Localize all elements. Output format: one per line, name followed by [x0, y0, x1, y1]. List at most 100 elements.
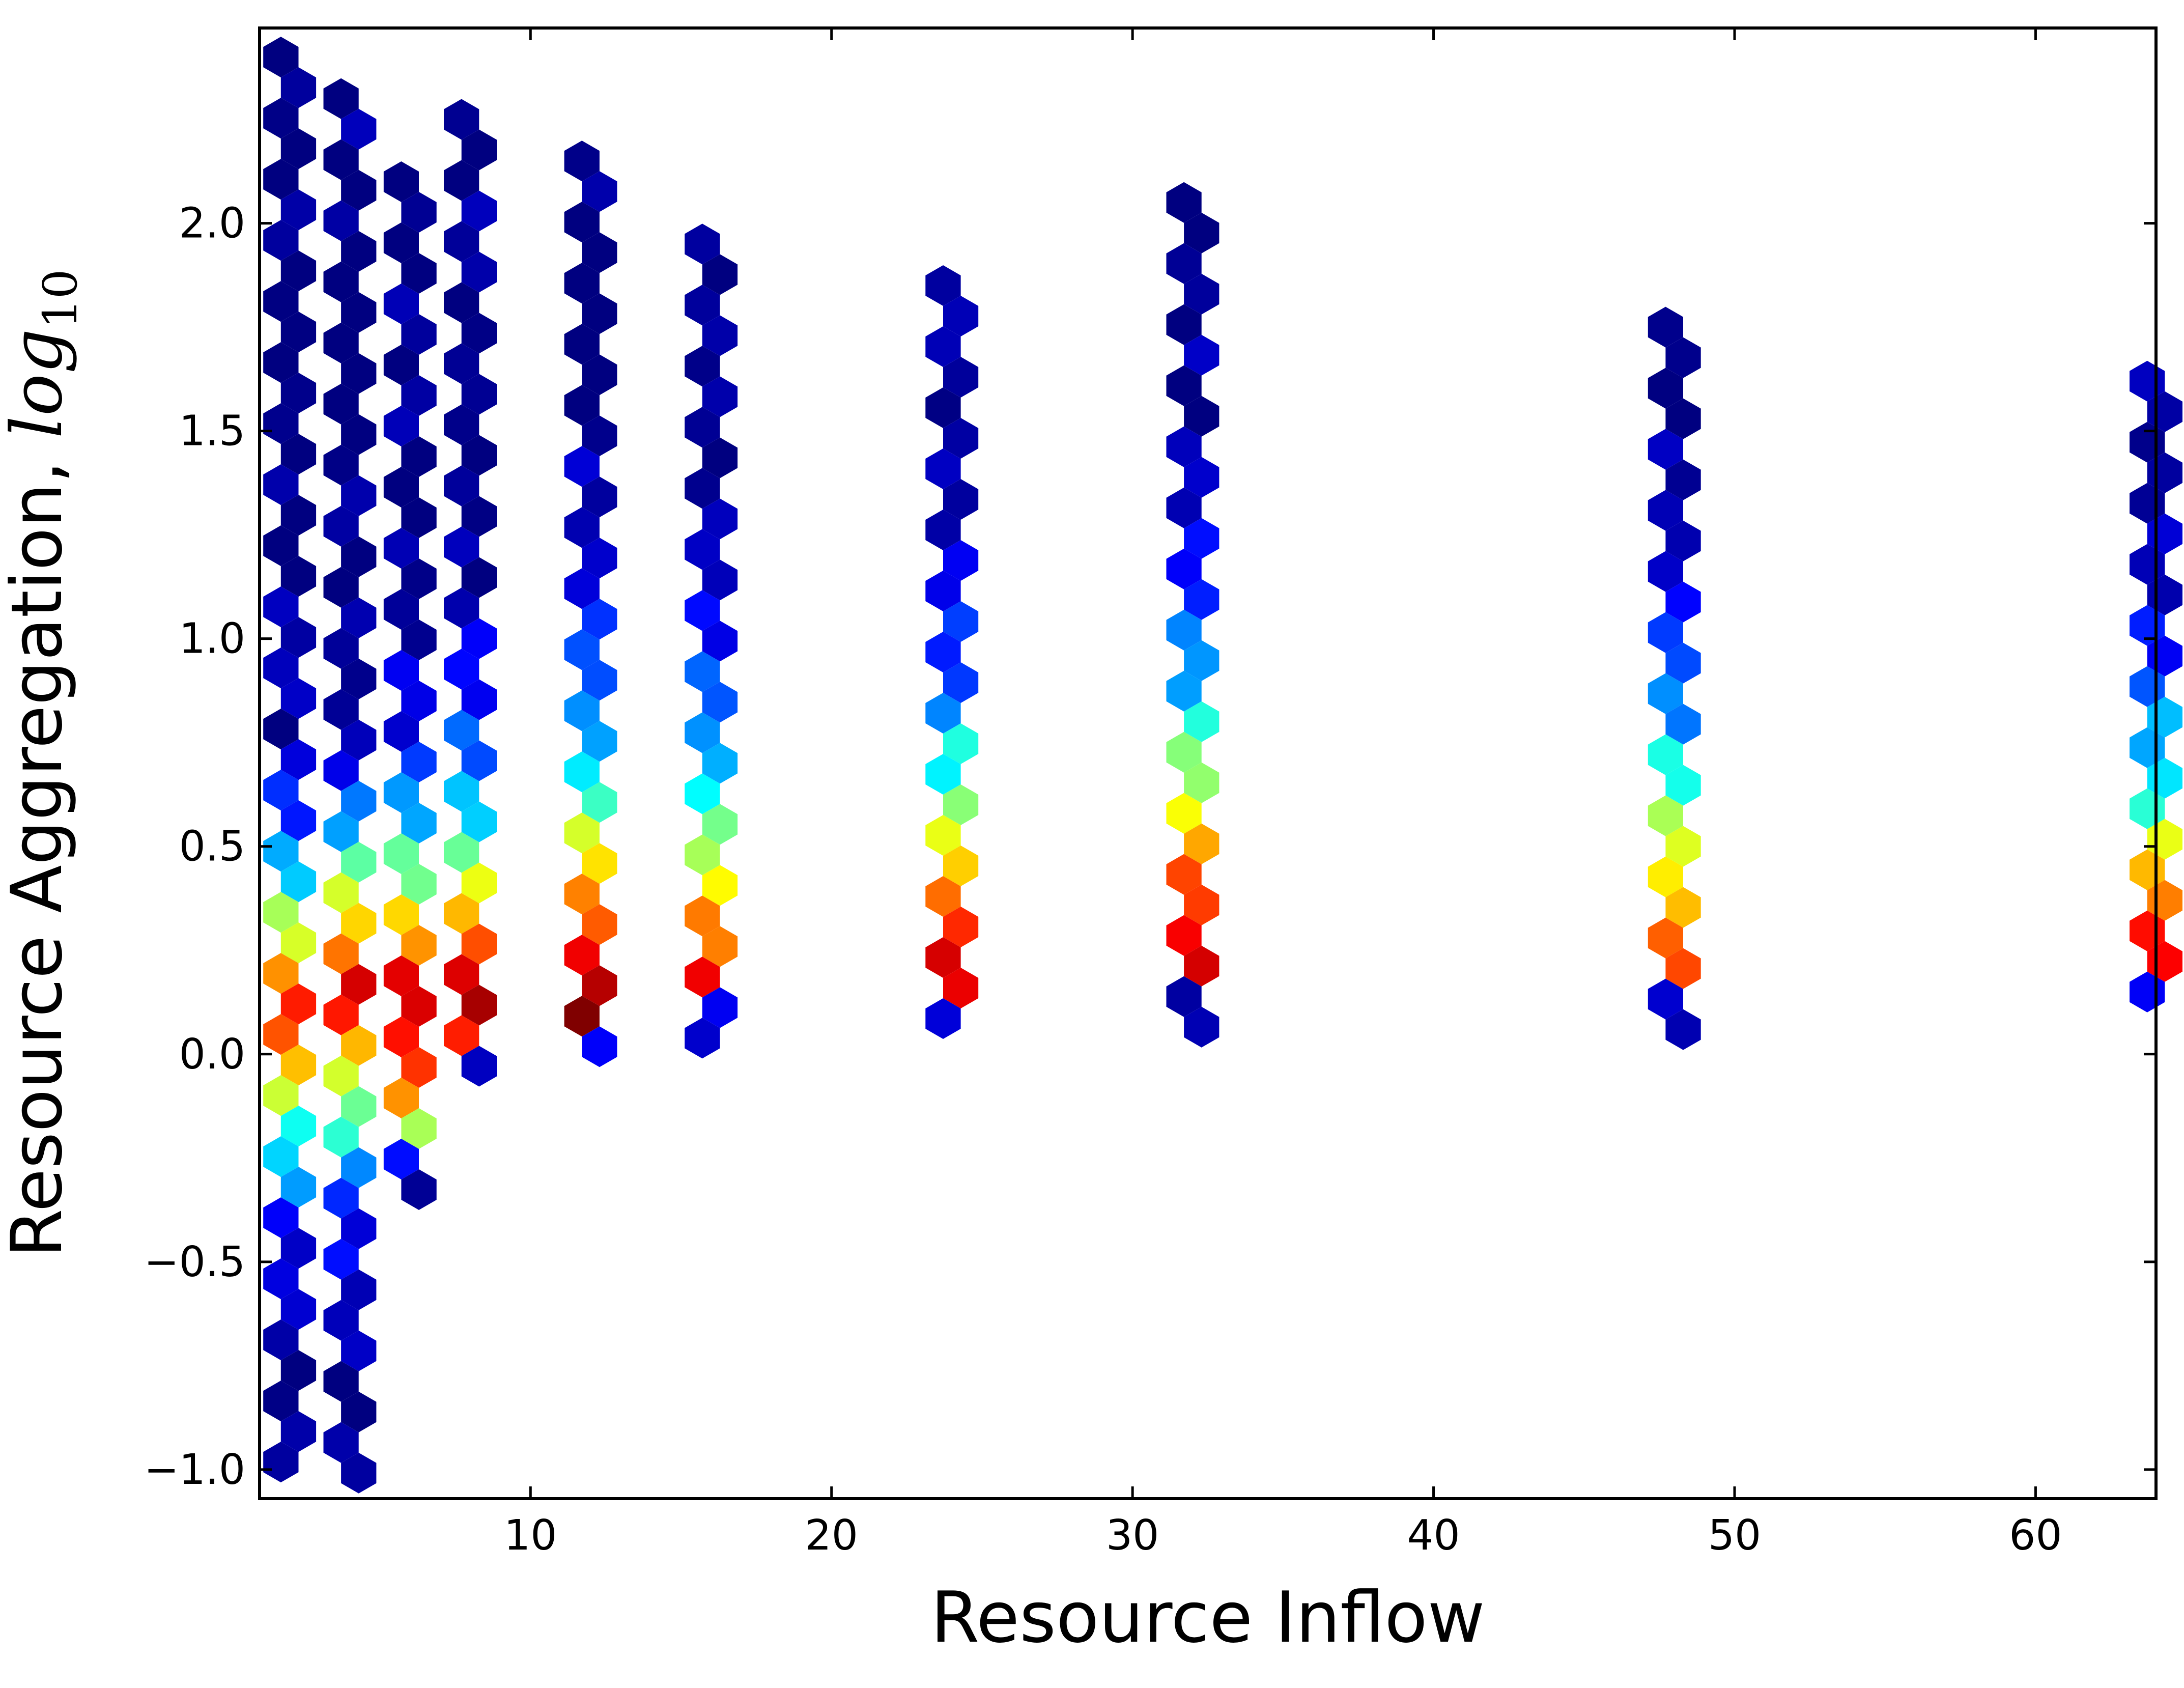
hexbin-cell	[685, 834, 720, 876]
hexbin-cell	[1166, 670, 1202, 712]
hexbin-cell	[461, 679, 497, 720]
hexbin-cell	[280, 556, 317, 597]
hexbin-cell	[564, 385, 600, 426]
hexbin-cell	[1166, 365, 1202, 406]
hexbin-cell	[1648, 306, 1683, 348]
y-axis-label: Resource Aggregation, log10	[0, 269, 88, 1258]
hexbin-cell	[341, 475, 377, 516]
hexbin-cell	[1184, 579, 1219, 620]
hexbin-cell	[461, 313, 497, 354]
hexbin-cell	[263, 1442, 299, 1483]
hexbin-cell	[925, 693, 961, 734]
hexbin-cell	[280, 1411, 317, 1452]
hexbin-cell	[341, 108, 377, 150]
hexbin-cell	[263, 831, 299, 872]
hexbin-cell	[943, 662, 979, 703]
hexbin-cell	[323, 567, 359, 608]
hexbin-cell	[702, 804, 738, 845]
hexbin-cell	[341, 414, 377, 455]
hexbin-cell	[444, 99, 479, 140]
hexbin-cell	[444, 649, 479, 690]
hexbin-cell	[263, 37, 299, 78]
hexbin-cell	[1184, 457, 1219, 498]
hexbin-cell	[1665, 520, 1701, 561]
hexbin-cell	[341, 1147, 377, 1188]
hexbin-cell	[280, 1167, 317, 1208]
hexbin-cell	[401, 681, 437, 721]
hexbin-cell	[1166, 243, 1202, 284]
hexbin-cell	[582, 904, 617, 945]
hexbin-cell	[280, 434, 317, 475]
hexbin-cell	[702, 376, 738, 417]
hexbin-cell	[685, 285, 720, 326]
hexbin-cell	[383, 589, 419, 630]
hexbin-cell	[702, 743, 738, 784]
y-axis-label-log: log	[0, 329, 78, 439]
hexbin-cell	[461, 862, 497, 904]
hexbin-cell	[444, 404, 479, 445]
hexbin-cell	[943, 479, 979, 520]
hexbin-cell	[341, 1330, 377, 1371]
hexbin-cell	[564, 935, 600, 976]
hexbin-cell	[401, 436, 437, 477]
hexbin-cell	[582, 232, 617, 273]
hexbin-cell	[280, 1106, 317, 1147]
hexbin-cell	[323, 1177, 359, 1219]
hexbin-cell	[383, 650, 419, 691]
hexbin-cell	[925, 326, 961, 367]
hexbin-cell	[341, 1025, 377, 1066]
hexbin-cell	[263, 98, 299, 139]
hexbin-cell	[1648, 612, 1683, 653]
hexbin-cell	[582, 415, 617, 457]
hexbin-cell	[383, 955, 419, 996]
hexbin-cell	[702, 682, 738, 723]
hexbin-cell	[1166, 426, 1202, 467]
hexbin-cell	[685, 895, 720, 937]
hexbin-cell	[341, 658, 377, 699]
hexbin-cell	[341, 903, 377, 944]
hexbin-cell	[444, 465, 479, 507]
hexbin-cell	[401, 1108, 437, 1149]
hexbin-cell	[1166, 854, 1202, 895]
hexbin-cell	[263, 525, 299, 567]
hexbin-cell	[263, 586, 299, 628]
hexbin-cell	[323, 933, 359, 974]
hexbin-cell	[383, 406, 419, 446]
hexbin-cell	[444, 587, 479, 629]
hexbin-cell	[323, 1055, 359, 1096]
hexbin-cell	[564, 812, 600, 854]
hexbin-cell	[1648, 429, 1683, 470]
hexbin-cell	[341, 1086, 377, 1127]
x-tick-label: 60	[2009, 1511, 2062, 1560]
hexbin-cell	[582, 965, 617, 1006]
hexbin-cell	[444, 832, 479, 873]
x-axis-label: Resource Inflow	[930, 1577, 1485, 1658]
hexbin-cell	[685, 712, 720, 753]
hexbin-cell	[925, 754, 961, 795]
hexbin-cell	[702, 987, 738, 1028]
hexbin-cell	[263, 1014, 299, 1055]
hexbin-cell	[323, 444, 359, 486]
hexbin-cell	[1184, 640, 1219, 681]
hexbin-cell	[582, 538, 617, 579]
hexbin-cell	[383, 345, 419, 385]
hexbin-cell	[461, 190, 497, 232]
hexbin-cell	[444, 954, 479, 995]
hexbin-cell	[1665, 704, 1701, 745]
hexbin-cell	[444, 893, 479, 934]
hexbin-cell	[401, 864, 437, 905]
hexbin-cell	[341, 780, 377, 822]
hexbin-cell	[280, 983, 317, 1025]
hexbin-cell	[323, 750, 359, 791]
hexbin-cell	[1166, 793, 1202, 834]
hexbin-cell	[323, 261, 359, 302]
hexbin-cell	[280, 678, 317, 719]
hexbin-cell	[1648, 978, 1683, 1020]
hexbin-cell	[280, 1350, 317, 1391]
hexbin-cell	[401, 620, 437, 660]
hexbin-cell	[341, 597, 377, 638]
hexbin-cell	[401, 1169, 437, 1210]
hexbin-cell	[280, 373, 317, 414]
hexbin-cell	[685, 468, 720, 509]
